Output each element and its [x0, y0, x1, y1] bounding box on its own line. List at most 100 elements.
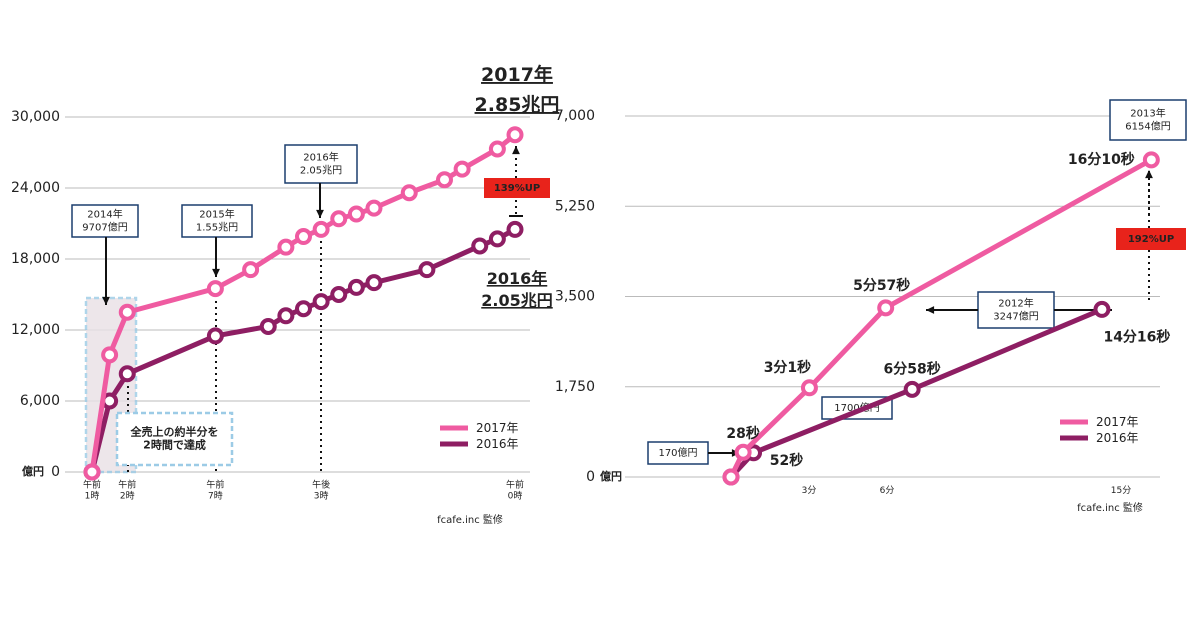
point-label: 28秒	[726, 425, 759, 442]
data-point	[488, 140, 506, 158]
y-tick-label-line: 0	[586, 469, 595, 485]
series-line	[89, 132, 517, 473]
big-label: 2017年 2.85兆円	[475, 63, 560, 116]
annotation: 2014年 9707億円	[82, 208, 127, 234]
legend-label-line: 2017年	[1096, 415, 1139, 429]
point-label-line: 28秒	[726, 425, 759, 442]
y-tick-label-line: 0	[51, 464, 60, 480]
annotation: 170億円	[658, 446, 697, 459]
annotation-line: 1.55兆円	[196, 222, 238, 234]
y-tick-label: 6,000	[20, 393, 60, 409]
source: fcafe.inc 監修	[437, 513, 503, 526]
data-point	[1142, 151, 1160, 169]
annotation: 2016年 2.05兆円	[300, 151, 342, 177]
data-point	[453, 160, 471, 178]
point-label: 14分16秒	[1103, 328, 1170, 345]
arrow-head	[512, 146, 520, 155]
data-point	[365, 199, 383, 217]
point-label: 3分1秒	[764, 359, 811, 376]
big-label-line: 2.85兆円	[475, 94, 560, 116]
y-tick-label: 30,000	[11, 109, 60, 125]
x-tick-label-line: 午前	[206, 478, 224, 490]
y-tick-label-line: 7,000	[555, 108, 595, 124]
annotation-line: 2012年	[998, 297, 1033, 310]
data-point	[1093, 300, 1111, 318]
annotation-line: 170億円	[658, 446, 697, 459]
point-label: 6分58秒	[884, 360, 941, 377]
x-tick-label-line: 午後	[312, 478, 330, 490]
point-label-line: 3分1秒	[764, 359, 811, 376]
arrow-head	[102, 296, 110, 305]
y-tick-label: 18,000	[11, 251, 60, 267]
data-point	[418, 261, 436, 279]
x-tick-label: 午後 3時	[312, 478, 330, 501]
x-tick-label-line: 0時	[508, 490, 523, 501]
big-label-line: 2.05兆円	[481, 291, 552, 310]
data-point	[347, 205, 365, 223]
y-tick-label-line: 1,750	[555, 379, 595, 395]
data-point	[506, 126, 524, 144]
annotation-box	[977, 291, 1055, 329]
annotation-box	[484, 178, 550, 198]
data-point	[722, 468, 740, 486]
series-line	[728, 157, 1153, 479]
point-label: 5分57秒	[853, 277, 910, 294]
y-tick-label-line: 24,000	[11, 180, 60, 196]
y-tick-label: 24,000	[11, 180, 60, 196]
x-tick-label-line: 6分	[880, 485, 895, 496]
legend-label-line: 2016年	[476, 437, 519, 451]
annotation-box	[284, 144, 358, 184]
annotation: 全売上の約半分を 2時間で達成	[130, 425, 219, 452]
data-point	[488, 230, 506, 248]
y-tick-label: 7,000	[555, 108, 595, 124]
big-label-line: 2016年	[487, 269, 548, 288]
source-line: fcafe.inc 監修	[1077, 501, 1143, 514]
data-point	[506, 220, 524, 238]
data-point	[295, 300, 312, 318]
annotation: 139%UP	[494, 183, 540, 194]
y-tick-label-line: 6,000	[20, 393, 60, 409]
arrow-head	[926, 306, 935, 314]
y-unit-line: 億円	[22, 464, 44, 478]
y-tick-label-line: 30,000	[11, 109, 60, 125]
point-label: 52秒	[770, 452, 803, 469]
point-label: 16分10秒	[1068, 151, 1135, 168]
arrow-head	[1145, 170, 1153, 179]
point-label-line: 16分10秒	[1068, 151, 1135, 168]
annotation: 2012年 3247億円	[993, 297, 1038, 323]
x-tick-label-line: 1時	[85, 490, 100, 501]
x-tick-label: 午前 7時	[206, 478, 224, 501]
x-tick-label-line: 2時	[120, 490, 135, 501]
x-tick-label-line: 3分	[802, 485, 817, 496]
legend-label: 2017年	[1096, 415, 1139, 429]
annotation: 192%UP	[1128, 234, 1174, 245]
data-point	[471, 237, 489, 255]
y-tick-label-line: 18,000	[11, 251, 60, 267]
annotation-line: 192%UP	[1128, 234, 1174, 245]
y-unit: 億円	[22, 464, 44, 478]
data-point	[118, 365, 136, 383]
y-tick-label-line: 5,250	[555, 198, 595, 214]
annotation-line: 2016年	[303, 151, 338, 164]
data-point	[295, 228, 312, 246]
annotation-line: 2時間で達成	[143, 438, 206, 452]
annotation-line: 9707億円	[82, 221, 127, 234]
data-point	[242, 261, 260, 279]
annotation-box	[181, 204, 253, 238]
annotation-line: 2013年	[1130, 107, 1165, 120]
annotation-line: 全売上の約半分を	[130, 425, 219, 439]
big-label: 2016年 2.05兆円	[481, 269, 552, 310]
y-tick-label-line: 12,000	[11, 322, 60, 338]
x-tick-label-line: 7時	[208, 490, 223, 501]
x-tick-label-line: 15分	[1111, 485, 1131, 496]
annotation-box	[1109, 99, 1187, 141]
x-tick-label: 15分	[1111, 485, 1131, 496]
x-tick-label: 午前 1時	[83, 478, 101, 501]
annotation-line: 2.05兆円	[300, 165, 342, 177]
legend-label: 2017年	[476, 421, 519, 435]
data-point	[277, 307, 295, 325]
point-label-line: 52秒	[770, 452, 803, 469]
data-point	[877, 299, 895, 317]
data-point	[400, 184, 418, 202]
